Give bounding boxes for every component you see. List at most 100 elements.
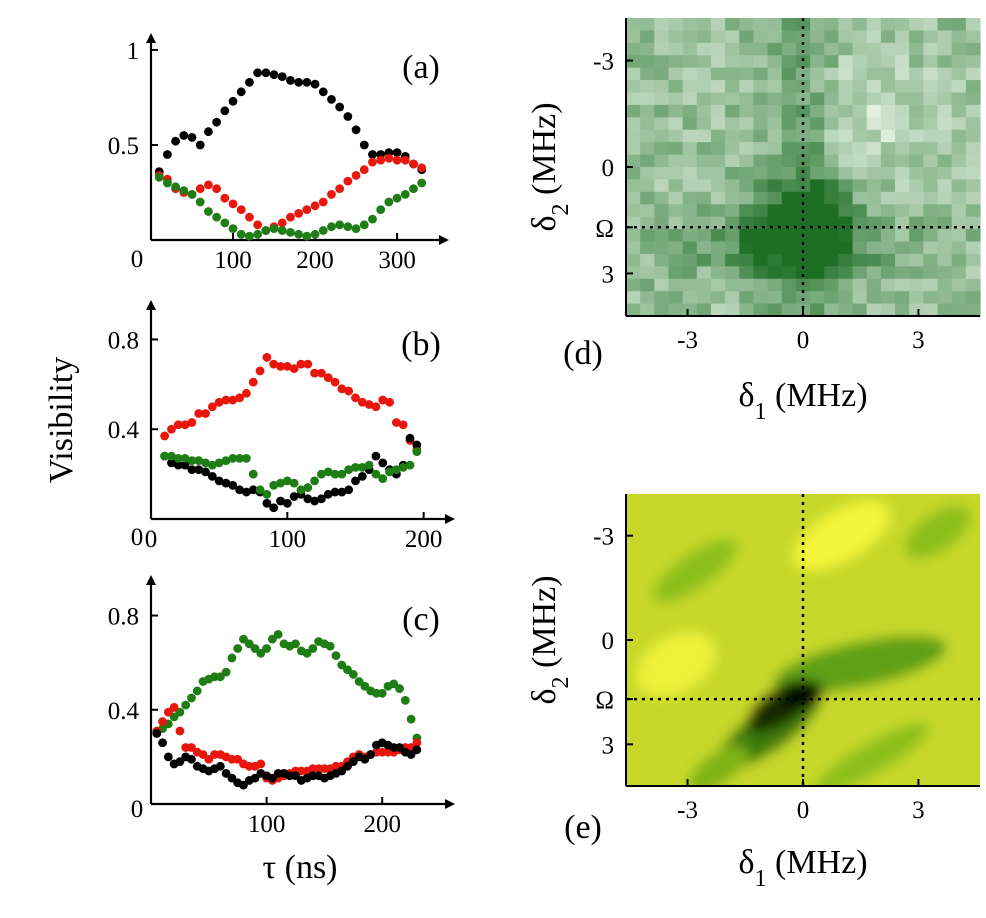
heatmap-cell [795, 266, 811, 280]
heatmap-cell [866, 229, 882, 243]
data-point [335, 184, 345, 194]
data-point [378, 458, 388, 468]
heatmap-cell [710, 278, 726, 292]
data-point [194, 409, 204, 418]
data-point [269, 480, 279, 490]
data-point [303, 494, 313, 504]
data-point [294, 209, 304, 218]
data-point [335, 102, 345, 112]
heatmap-cell [696, 204, 712, 218]
heatmap-cell [810, 117, 825, 131]
heatmap-cell [909, 229, 924, 243]
data-point [391, 465, 401, 475]
data-point [169, 703, 179, 712]
heatmap-cell [640, 117, 655, 131]
panel-label: (b) [401, 326, 441, 363]
data-point [262, 498, 272, 508]
heatmap-cell [866, 266, 882, 280]
heatmap-cell [852, 42, 868, 56]
heatmap-cell [781, 18, 797, 32]
heatmap-cell [824, 92, 839, 106]
heatmap-cell [781, 117, 797, 131]
heatmap-cell [895, 42, 910, 56]
data-point [201, 467, 210, 477]
data-point [194, 456, 204, 466]
data-point [303, 359, 313, 369]
heatmap-cell [951, 229, 967, 243]
data-point [154, 172, 164, 182]
heatmap-cell [852, 253, 868, 267]
heatmap-cell [710, 291, 726, 305]
data-point [359, 220, 369, 230]
data-point [359, 140, 369, 150]
data-point [220, 106, 230, 116]
panel-e: -3 0 3 -3 0 Ω 3 δ1 (MHz) δ2 (MHz) (e) [526, 494, 980, 892]
x-tick-label: 100 [248, 811, 286, 838]
heatmap-cell [852, 92, 868, 106]
data-point [173, 460, 183, 470]
heatmap-cell [923, 18, 939, 32]
heatmap-cell [866, 179, 882, 193]
series-green [154, 172, 427, 241]
heatmap-cell [810, 154, 825, 168]
heatmap-cell [923, 80, 939, 94]
data-point [215, 761, 225, 771]
heatmap-cell [795, 191, 811, 205]
x-tick-label: 0 [145, 526, 158, 553]
heatmap-cell [866, 241, 882, 255]
heatmap-cell [965, 154, 981, 168]
heatmap-cell [895, 229, 910, 243]
heatmap-cell [965, 18, 981, 32]
heatmap-cell [965, 55, 981, 69]
heatmap-cell [965, 216, 981, 230]
heatmap-cell [852, 266, 868, 280]
x-axis-label: τ (ns) [262, 849, 337, 886]
data-point [195, 197, 205, 207]
data-point [195, 184, 205, 194]
data-point [253, 220, 263, 230]
heatmap-cell [937, 229, 953, 243]
series-black [152, 728, 422, 790]
heatmap-cell [668, 216, 684, 230]
heatmap-cell [909, 278, 924, 292]
heatmap-cell [909, 154, 924, 168]
heatmap-cell [781, 179, 797, 193]
heatmap-cell [866, 191, 882, 205]
heatmap-cell [767, 204, 783, 218]
heatmap-cell [781, 253, 797, 267]
heatmap-cell [838, 104, 854, 118]
heatmap-cell [880, 129, 896, 143]
heatmap-cell [753, 42, 769, 56]
heatmap-cell [895, 92, 910, 106]
heatmap-cell [965, 229, 981, 243]
heatmap-cell [838, 154, 854, 168]
heatmap-cell [951, 303, 967, 317]
heatmap-cell [725, 142, 740, 156]
data-point [330, 469, 340, 479]
heatmap-cell [866, 291, 882, 305]
heatmap-cell [682, 117, 698, 131]
x-tick-label: 0 [797, 327, 810, 354]
heatmap-cell [696, 253, 712, 267]
heatmap-cell [696, 241, 712, 255]
data-point [221, 456, 231, 466]
heatmap-cell [838, 30, 854, 44]
heatmap-cell [626, 42, 641, 56]
heatmap-cell [937, 18, 953, 32]
heatmap-cell [725, 229, 740, 243]
data-point [233, 644, 243, 653]
heatmap-cell [838, 266, 854, 280]
heatmap-cell [739, 42, 755, 56]
heatmap-cell [937, 167, 953, 181]
data-point [180, 460, 190, 470]
heatmap-cell [895, 129, 910, 143]
heatmap-cell [795, 80, 811, 94]
heatmap-cell [725, 117, 740, 131]
heatmap-cell [654, 303, 670, 317]
heatmap-cell [640, 55, 655, 69]
heatmap-cell [937, 42, 953, 56]
heatmap-cell [795, 104, 811, 118]
heatmap-cell [923, 129, 939, 143]
data-point [262, 353, 272, 362]
heatmap-cell [838, 204, 854, 218]
